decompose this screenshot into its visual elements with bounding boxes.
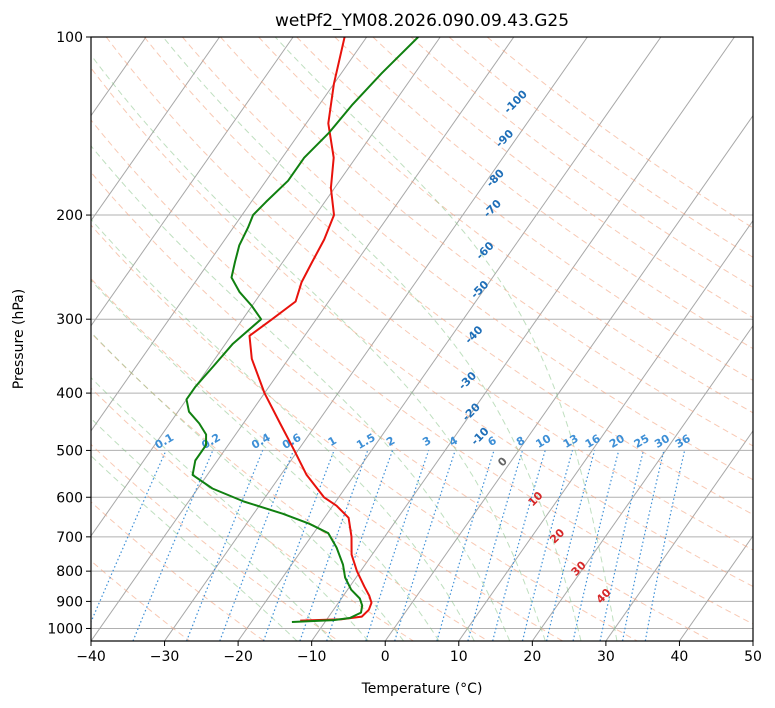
isotherm-line [164, 37, 588, 641]
mixing-ratio-line [132, 450, 214, 641]
moist-adiabat [91, 376, 369, 641]
y-tick-label: 500 [56, 443, 83, 459]
isotherm-line [91, 37, 515, 641]
dry-adiabat [105, 37, 753, 551]
dry-adiabat [91, 171, 713, 641]
moist-adiabat [274, 37, 618, 641]
x-tick-label: −10 [297, 649, 327, 665]
isotherm-line [311, 37, 735, 641]
dry-adiabat [296, 37, 753, 381]
isotherm-line [531, 324, 753, 641]
y-tick-label: 400 [56, 386, 83, 402]
dry-adiabat [486, 37, 753, 229]
dry-adiabat [91, 224, 638, 641]
mixing-ratio-line [394, 450, 456, 641]
x-tick-label: 40 [671, 649, 689, 665]
dry-adiabat [220, 37, 753, 447]
mixing-ratio-line [91, 450, 167, 624]
moist-adiabat [91, 417, 334, 641]
dry-adiabat [258, 37, 753, 414]
x-axis-label: Temperature (°C) [361, 681, 483, 697]
chart-title: wetPf2_YM08.2026.090.09.43.G25 [275, 11, 569, 31]
x-tick-label: 20 [523, 649, 541, 665]
plot-frame [90, 36, 754, 642]
x-tick-label: −30 [150, 649, 180, 665]
isotherm-line [91, 37, 220, 222]
moist-adiabat [91, 279, 440, 641]
mixing-ratio-line [546, 450, 596, 641]
mixing-ratio-line [299, 450, 369, 641]
x-tick-label: 50 [744, 649, 762, 665]
moist-adiabat [91, 54, 546, 641]
mixing-ratio-line [521, 450, 574, 641]
dry-adiabat [91, 119, 753, 625]
dry-adiabat [372, 37, 753, 319]
y-tick-label: 900 [56, 594, 83, 610]
mixing-ratio-line [365, 450, 430, 641]
dry-adiabat [91, 67, 753, 588]
dry-adiabat [143, 37, 753, 516]
mixing-ratio-line [186, 450, 264, 641]
isotherm-line [384, 114, 753, 641]
mixing-ratio-line [467, 450, 524, 641]
mixing-ratio-line [326, 450, 394, 641]
isotherm-line [91, 37, 441, 537]
x-tick-label: 10 [450, 649, 468, 665]
y-tick-label: 100 [56, 30, 83, 46]
x-tick-label: −40 [76, 649, 106, 665]
dry-adiabat [448, 37, 753, 258]
y-axis-label: Pressure (hPa) [11, 289, 27, 389]
isotherm-line [605, 429, 753, 641]
temperature-profile-line [248, 37, 373, 622]
y-tick-label: 300 [56, 312, 83, 328]
y-tick-label: 200 [56, 208, 83, 224]
y-tick-label: 1000 [47, 621, 83, 637]
isotherm-line [458, 219, 753, 641]
isotherm-line [752, 640, 753, 641]
mixing-ratio-line [219, 450, 295, 641]
plot-background [91, 37, 753, 641]
dry-adiabat [91, 277, 563, 641]
moist-adiabat [91, 455, 298, 641]
isotherm-line [91, 37, 294, 327]
y-tick-label: 600 [56, 490, 83, 506]
y-tick-label: 800 [56, 564, 83, 580]
mixing-ratio-line [492, 450, 546, 641]
mixing-ratio-line [436, 450, 495, 641]
dewpoint-profile-line [185, 37, 419, 623]
x-tick-label: 0 [381, 649, 390, 665]
x-tick-label: 30 [597, 649, 615, 665]
isotherm-line [679, 535, 753, 641]
isotherm-line [91, 37, 368, 432]
y-tick-label: 700 [56, 530, 83, 546]
mixing-ratio-line [572, 450, 620, 641]
x-tick-label: −20 [223, 649, 253, 665]
mixing-ratio-line [262, 450, 335, 641]
moist-adiabat [91, 218, 475, 641]
moist-adiabat [162, 37, 582, 641]
dry-adiabat [91, 501, 265, 641]
dry-adiabat [334, 37, 753, 350]
